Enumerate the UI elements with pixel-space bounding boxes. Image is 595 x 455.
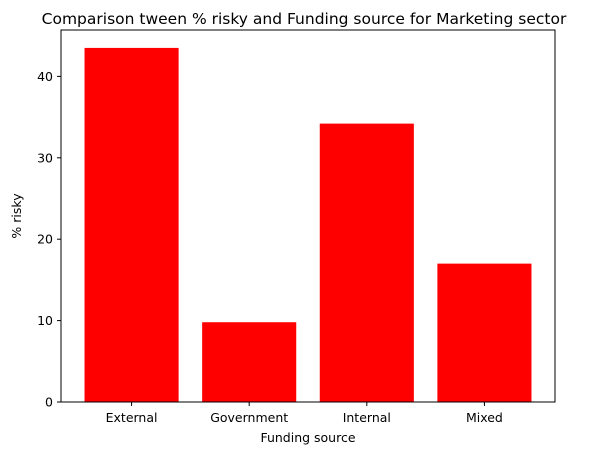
chart-title: Comparison tween % risky and Funding sou…: [42, 10, 567, 28]
y-tick-label: 10: [37, 313, 53, 328]
x-axis-ticks: External Government Internal Mixed: [106, 402, 503, 425]
y-axis-label: % risky: [9, 193, 24, 239]
x-axis-label: Funding source: [260, 430, 355, 445]
y-tick-label: 0: [45, 395, 53, 410]
bar-mixed: [437, 263, 532, 402]
bar-internal: [319, 123, 414, 402]
y-tick-label: 30: [37, 150, 53, 165]
y-tick-label: 20: [37, 232, 53, 247]
x-tick-label: Internal: [343, 410, 391, 425]
x-tick-label: External: [106, 410, 158, 425]
plot-area-frame: [60, 29, 556, 403]
x-tick-label: Government: [210, 410, 288, 425]
x-tick-label: Mixed: [466, 410, 503, 425]
bar-government: [202, 322, 297, 402]
y-tick-label: 40: [37, 69, 53, 84]
bar-external: [84, 47, 179, 403]
y-axis-ticks: 0 10 20 30 40: [37, 69, 61, 410]
bars-group: [84, 47, 532, 403]
